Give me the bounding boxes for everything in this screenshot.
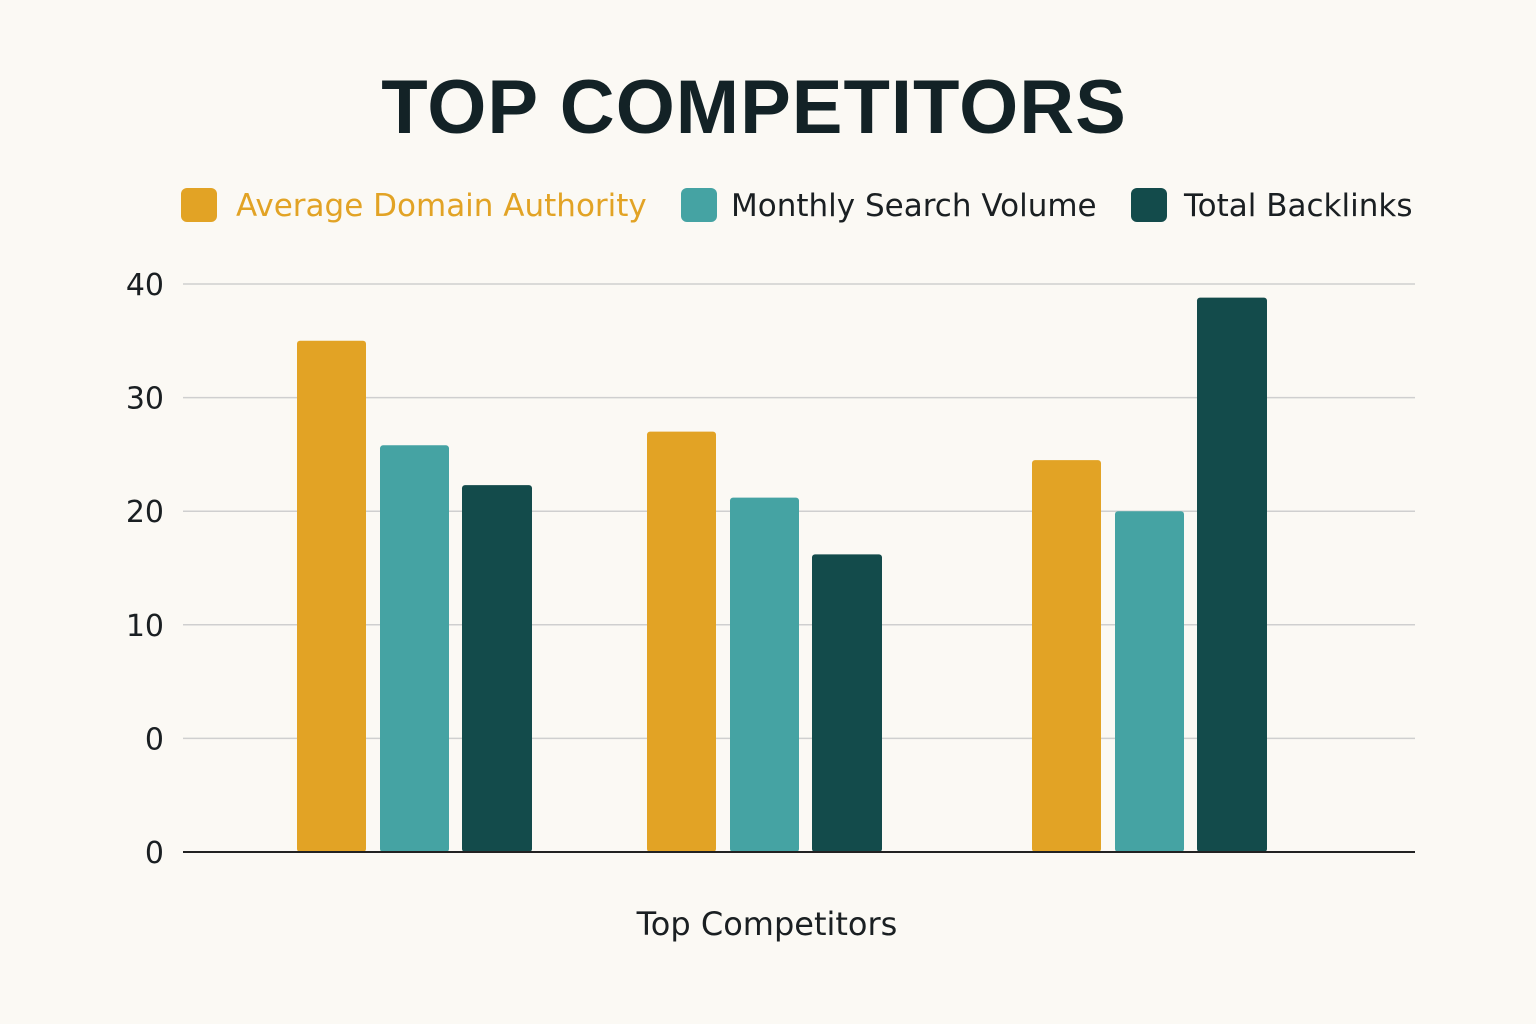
bar-total-backlinks	[812, 554, 882, 852]
y-tick-label: 0	[145, 836, 164, 871]
y-tick-label: 0	[145, 722, 164, 757]
legend-swatch	[1131, 188, 1167, 222]
bar-total-backlinks	[462, 485, 532, 852]
y-tick-label: 10	[126, 609, 164, 644]
y-tick-label: 40	[126, 268, 164, 303]
bar-monthly-search-volume	[380, 445, 449, 852]
x-axis-label: Top Competitors	[636, 905, 898, 943]
bar-monthly-search-volume	[1115, 511, 1184, 852]
y-tick-label: 30	[126, 382, 164, 417]
bar-average-domain-authority	[297, 340, 366, 852]
bar-average-domain-authority	[647, 431, 716, 852]
legend-label: Total Backlinks	[1183, 188, 1413, 224]
y-tick-label: 20	[126, 495, 164, 530]
legend-label: Monthly Search Volume	[731, 188, 1097, 224]
bar-total-backlinks	[1197, 297, 1267, 853]
legend-swatch	[181, 188, 217, 222]
y-axis-ticks: 0 0 10 20 30 40	[126, 268, 164, 871]
chart-title: TOP COMPETITORS	[381, 65, 1127, 150]
bar-average-domain-authority	[1032, 460, 1101, 852]
bars	[297, 297, 1267, 853]
bar-monthly-search-volume	[730, 497, 799, 852]
legend-swatch	[681, 188, 717, 222]
legend-label: Average Domain Authority	[236, 188, 647, 224]
legend: Average Domain Authority Monthly Search V…	[181, 188, 1413, 224]
